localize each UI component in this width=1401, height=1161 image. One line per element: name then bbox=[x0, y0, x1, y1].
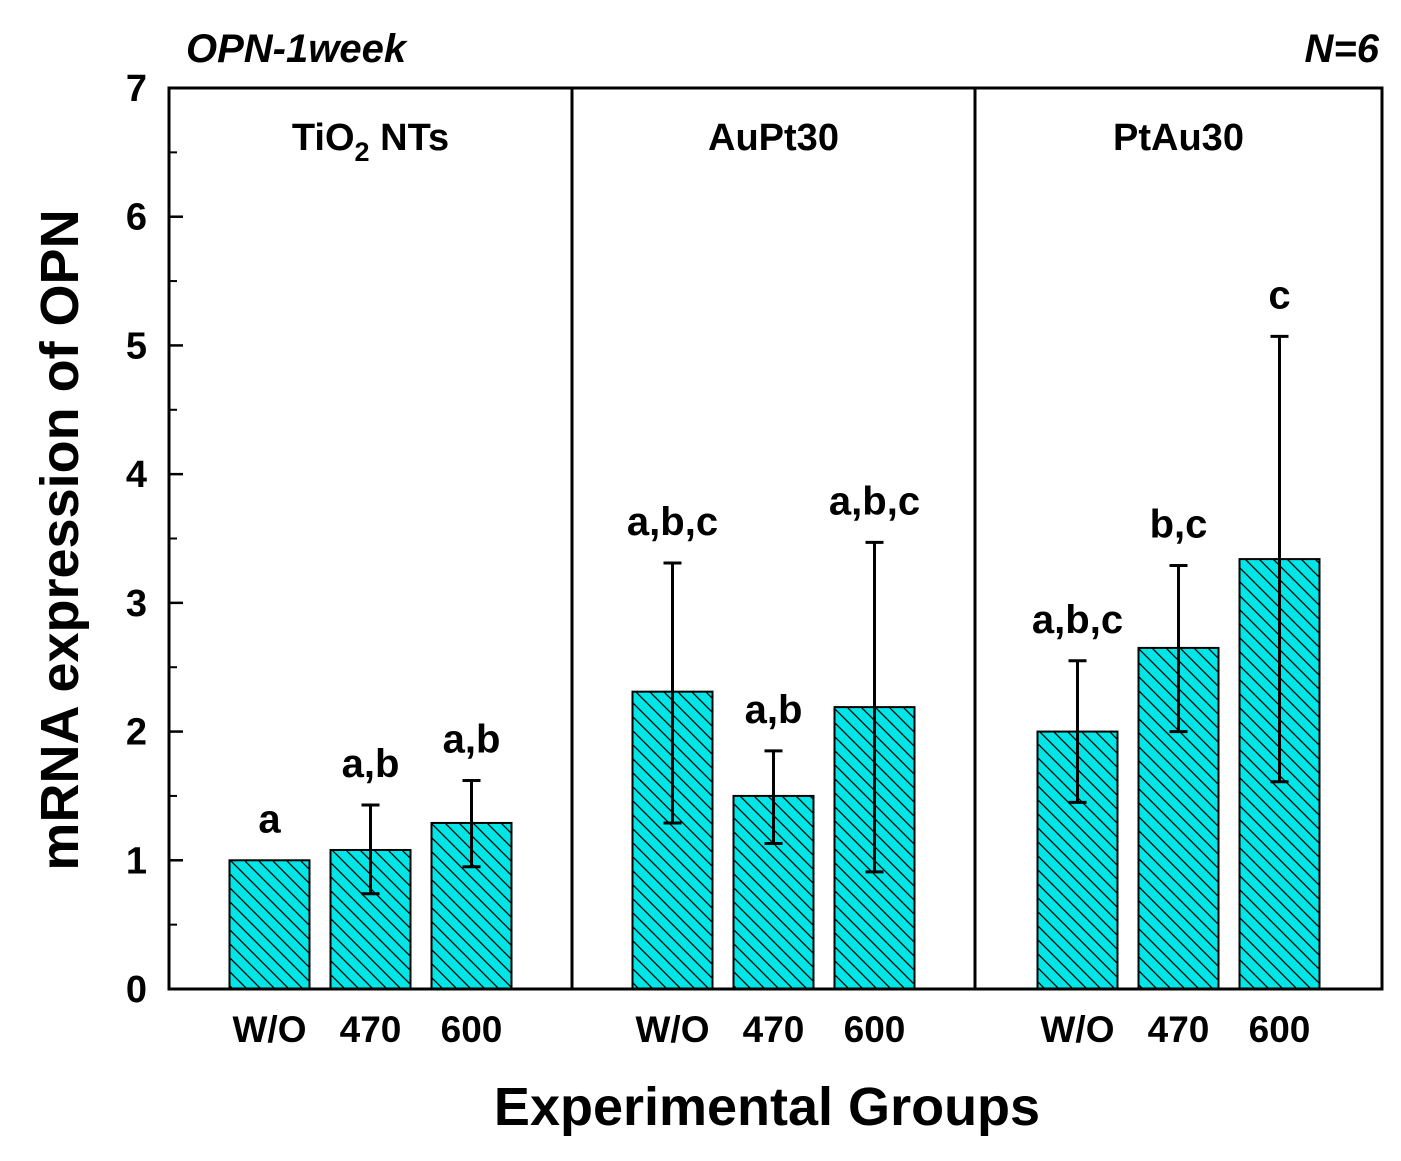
panel-label-main: AuPt30 bbox=[708, 117, 839, 159]
panel-label-main: PtAu30 bbox=[1113, 117, 1244, 159]
significance-label: a,b,c bbox=[627, 500, 718, 544]
y-tick-label: 5 bbox=[126, 325, 147, 367]
y-tick-label: 2 bbox=[126, 712, 147, 754]
x-category-label: 600 bbox=[1249, 1009, 1311, 1050]
significance-label: a,b bbox=[443, 717, 501, 761]
panel-label-tail: NTs bbox=[370, 117, 450, 159]
x-category-label: 470 bbox=[743, 1009, 805, 1050]
panel-label: PtAu30 bbox=[1113, 117, 1244, 159]
x-category-label: 600 bbox=[441, 1009, 503, 1050]
significance-label: a,b bbox=[745, 688, 803, 732]
y-tick-label: 1 bbox=[126, 840, 147, 882]
significance-label: a bbox=[258, 797, 281, 841]
x-axis-title: Experimental Groups bbox=[494, 1077, 1040, 1137]
plot-frame bbox=[167, 86, 1384, 991]
significance-label: a,b bbox=[342, 742, 400, 786]
x-category-label: W/O bbox=[233, 1009, 307, 1050]
labels: a W/O a,b 470 a,b 600 TiO2 NTs a,b,c W/O a,b 470 a,… bbox=[233, 117, 1311, 1050]
x-category-label: W/O bbox=[1041, 1009, 1115, 1050]
significance-label: a,b,c bbox=[1032, 598, 1123, 642]
significance-label: c bbox=[1268, 273, 1290, 317]
x-category-label: 470 bbox=[340, 1009, 402, 1050]
chart-title-right: N=6 bbox=[1305, 27, 1380, 71]
bars bbox=[228, 334, 1321, 991]
plot-border bbox=[167, 86, 1384, 991]
significance-label: b,c bbox=[1150, 503, 1208, 547]
y-tick-label: 6 bbox=[126, 197, 147, 239]
y-axis-title: mRNA expression of OPN bbox=[30, 209, 90, 870]
y-tick-label: 7 bbox=[126, 68, 147, 110]
significance-label: a,b,c bbox=[829, 479, 920, 523]
panel-label: TiO2 NTs bbox=[292, 117, 449, 167]
panel-label: AuPt30 bbox=[708, 117, 839, 159]
bar bbox=[228, 859, 311, 990]
y-tick-label: 3 bbox=[126, 583, 147, 625]
y-axis: 0 1 2 3 4 5 6 7 bbox=[126, 68, 183, 1011]
y-tick-label: 0 bbox=[126, 969, 147, 1011]
chart-title-left: OPN-1week bbox=[186, 27, 408, 71]
panel-label-main: TiO bbox=[292, 117, 355, 159]
panel-label-subscript: 2 bbox=[355, 137, 370, 167]
x-category-label: 470 bbox=[1148, 1009, 1210, 1050]
x-category-label: W/O bbox=[636, 1009, 710, 1050]
y-tick-label: 4 bbox=[126, 454, 147, 496]
x-category-label: 600 bbox=[844, 1009, 906, 1050]
